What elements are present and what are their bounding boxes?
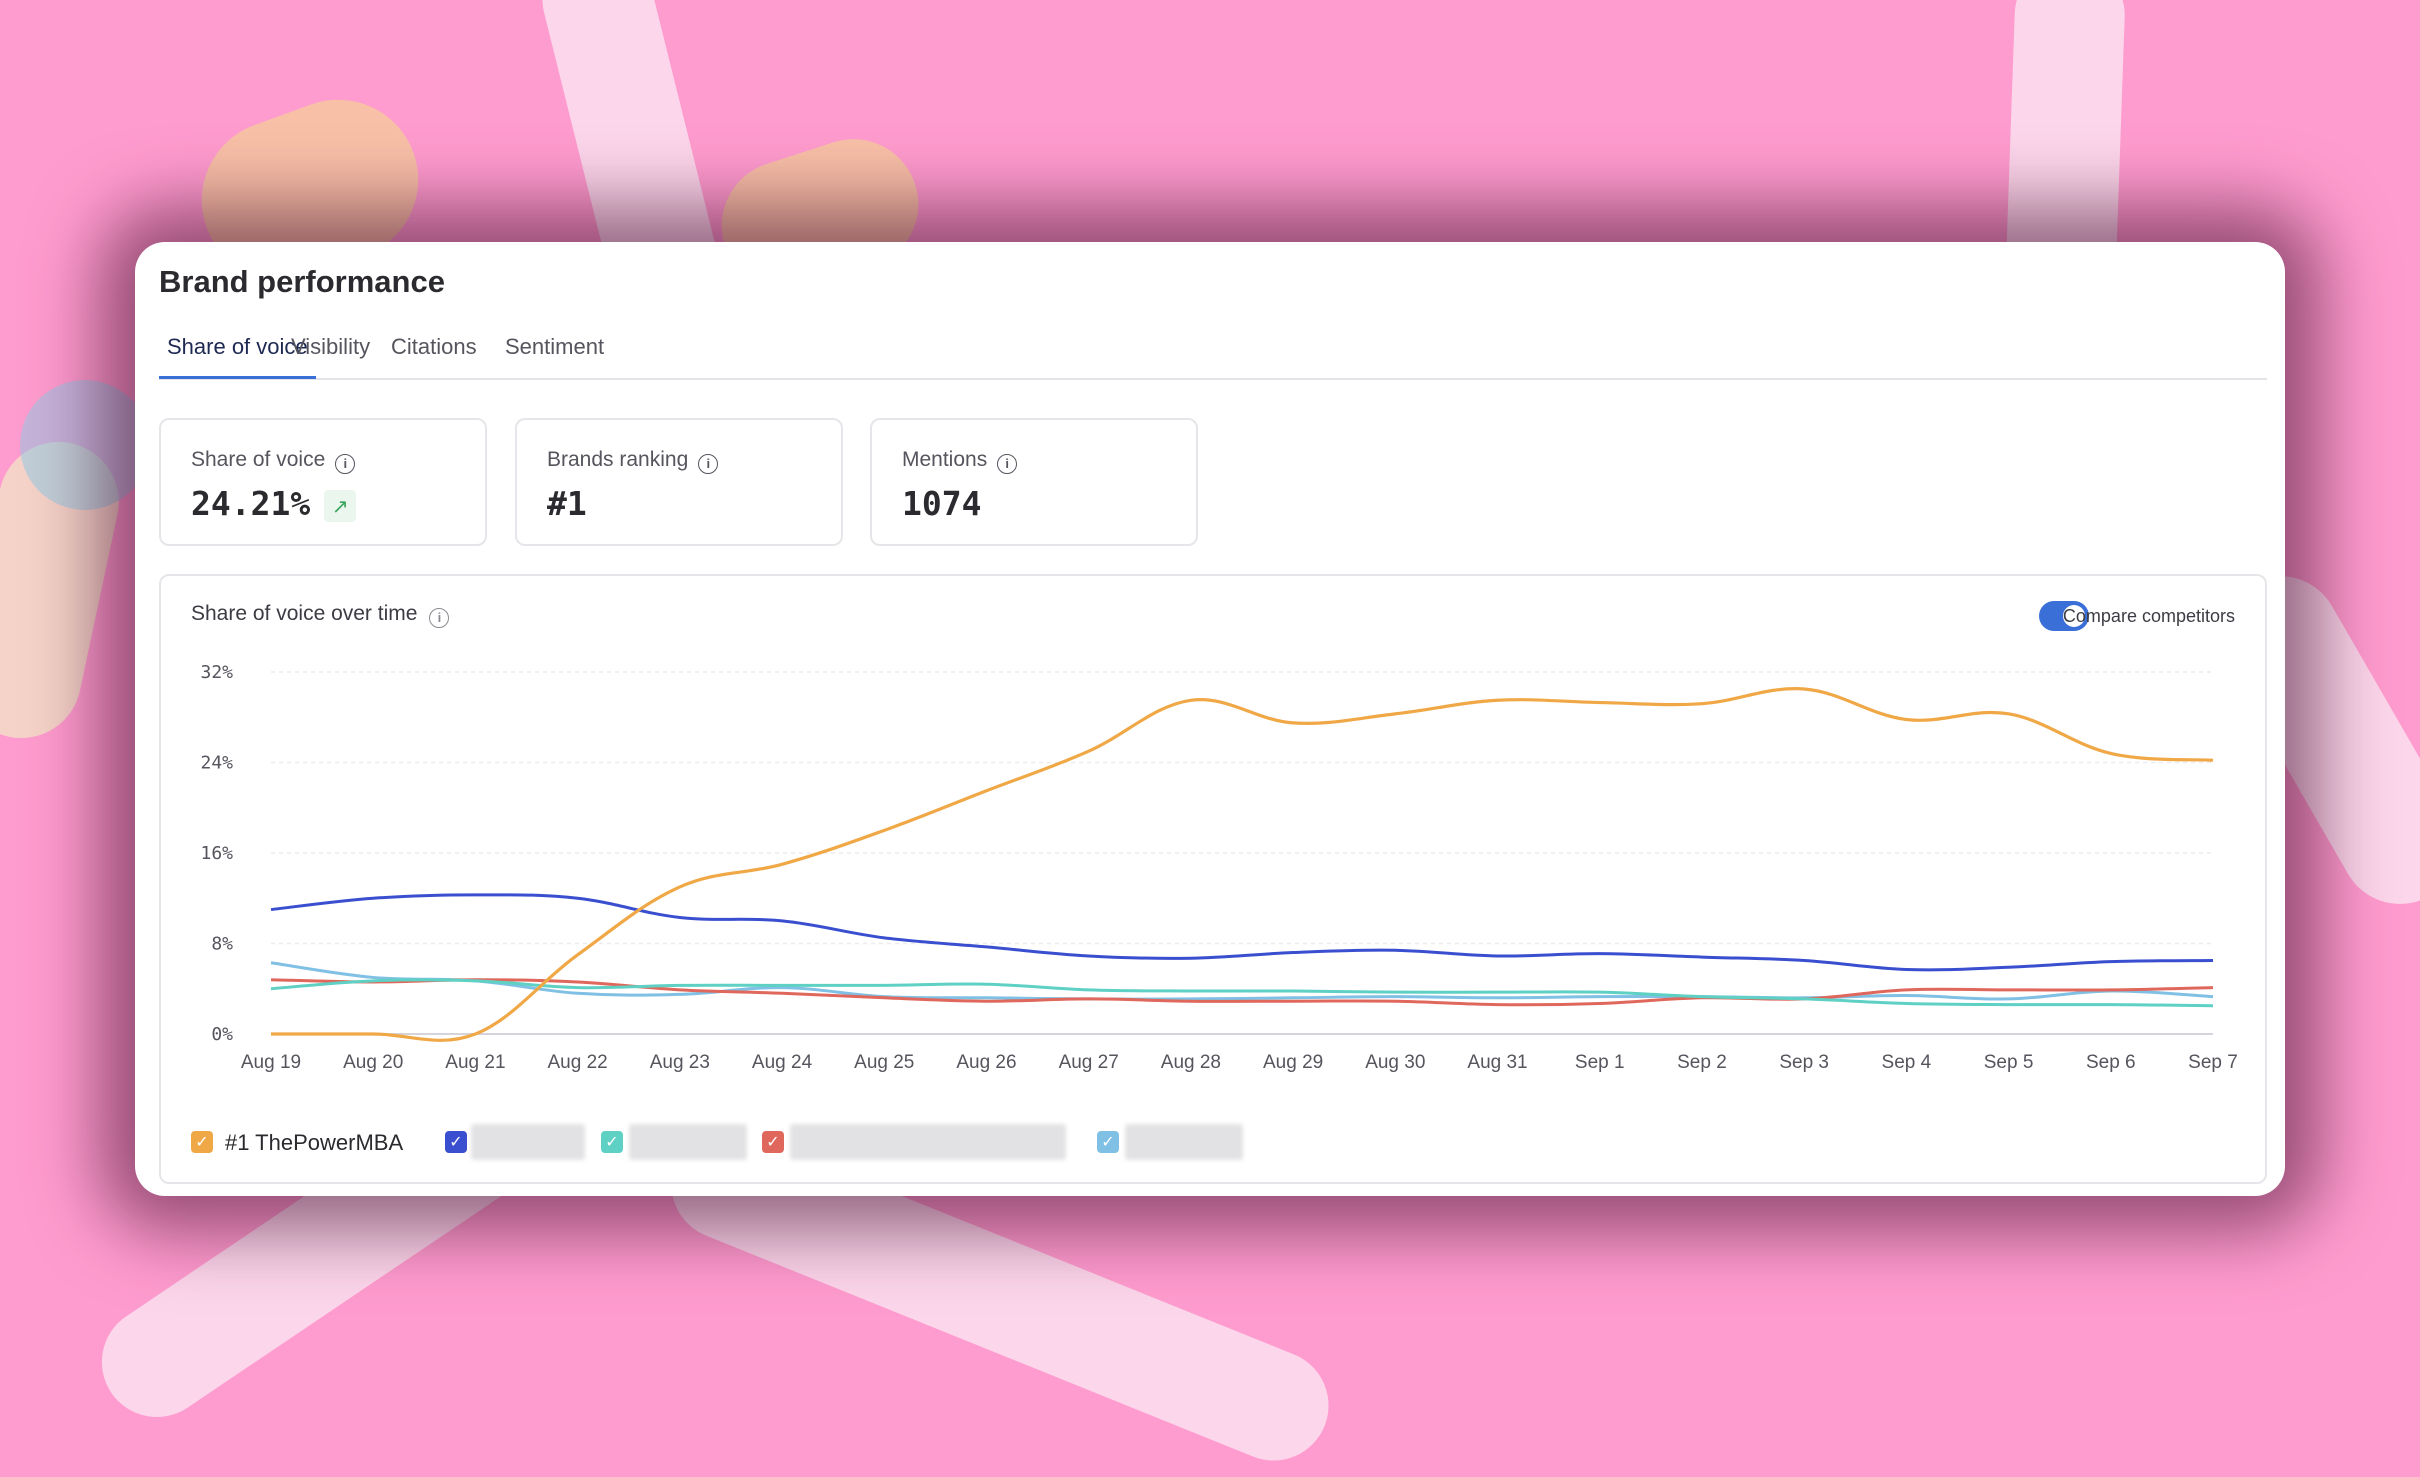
checkbox-icon[interactable]: ✓ [191, 1131, 213, 1153]
x-tick-label: Aug 22 [548, 1052, 608, 1073]
x-tick-label: Aug 31 [1467, 1052, 1527, 1073]
x-tick-label: Aug 21 [445, 1052, 505, 1073]
panel-title: Brand performance [159, 264, 445, 299]
info-icon[interactable]: i [698, 454, 719, 474]
x-tick-label: Aug 23 [650, 1052, 710, 1073]
x-tick-label: Aug 24 [752, 1052, 813, 1073]
series-line-4[interactable] [270, 961, 2214, 1001]
checkbox-icon[interactable]: ✓ [762, 1131, 784, 1153]
compare-competitors-label: Compare competitors [2062, 606, 2235, 626]
line-chart: 0% 8% 16% 24% 32% Aug 19 Aug 20 Aug 21 Aug 22 Aug… [200, 662, 2238, 1073]
x-tick-label: Sep 6 [2086, 1052, 2136, 1073]
compare-competitors-toggle[interactable] [2039, 601, 2089, 631]
chart-title-text: Share of voice over time [191, 602, 418, 625]
x-tick-label: Aug 26 [956, 1052, 1016, 1073]
series-line-1[interactable] [270, 893, 2214, 972]
brand-performance-panel: Brand performance Share of voice Visibil… [135, 242, 2285, 1196]
x-tick-label: Sep 5 [1984, 1052, 2034, 1073]
tab-citations[interactable]: Citations [391, 334, 477, 359]
toggle-knob [2063, 605, 2085, 627]
x-tick-label: Aug 27 [1059, 1052, 1119, 1073]
kpi-label: Share of voice i [191, 448, 356, 474]
redacted-label [1125, 1124, 1243, 1160]
series-line-0[interactable] [270, 687, 2214, 1042]
kpi-label-text: Mentions [902, 448, 988, 471]
legend-label: #1 ThePowerMBA [225, 1130, 404, 1155]
chart-title: Share of voice over time i [191, 602, 450, 628]
tab-sentiment[interactable]: Sentiment [505, 334, 605, 359]
checkbox-icon[interactable]: ✓ [601, 1131, 623, 1153]
redacted-label [629, 1124, 747, 1160]
background-brush-stroke [20, 380, 150, 510]
kpi-label-text: Share of voice [191, 448, 326, 471]
checkbox-icon[interactable]: ✓ [445, 1131, 467, 1153]
kpi-card-brands-ranking: Brands ranking i #1 [515, 418, 843, 546]
x-tick-label: Aug 28 [1161, 1052, 1221, 1073]
x-tick-label: Sep 3 [1779, 1052, 1829, 1073]
checkbox-icon[interactable]: ✓ [1097, 1131, 1119, 1153]
series-line-3[interactable] [270, 978, 2214, 1007]
info-icon[interactable]: i [429, 608, 450, 628]
x-tick-label: Aug 30 [1365, 1052, 1425, 1073]
redacted-label [790, 1124, 1066, 1160]
kpi-card-mentions: Mentions i 1074 [870, 418, 1198, 546]
kpi-label: Brands ranking i [547, 448, 719, 474]
x-tick-label: Aug 20 [343, 1052, 403, 1073]
kpi-value-text: 24.21% [191, 484, 311, 523]
kpi-value: 1074 [902, 484, 982, 523]
kpi-value: 24.21% ↗ [191, 484, 357, 523]
redacted-label [471, 1124, 585, 1160]
x-tick-label: Sep 4 [1882, 1052, 1932, 1073]
share-of-voice-chart-card: Share of voice over time i Compare compet… [159, 574, 2267, 1184]
info-icon[interactable]: i [997, 454, 1018, 474]
kpi-label: Mentions i [902, 448, 1018, 474]
info-icon[interactable]: i [335, 454, 356, 474]
series-line-2[interactable] [270, 978, 2214, 1008]
x-tick-label: Sep 1 [1575, 1052, 1625, 1073]
x-tick-label: Aug 19 [241, 1052, 301, 1073]
x-tick-label: Sep 2 [1677, 1052, 1727, 1073]
arrow-up-right-icon: ↗ [324, 490, 357, 522]
kpi-value: #1 [547, 484, 587, 523]
y-tick-label: 32% [200, 662, 233, 683]
x-tick-label: Aug 29 [1263, 1052, 1323, 1073]
y-tick-label: 24% [200, 753, 233, 774]
tab-bar: Share of voice Visibility Citations Sent… [159, 328, 2267, 380]
x-tick-label: Aug 25 [854, 1052, 914, 1073]
kpi-card-share-of-voice: Share of voice i 24.21% ↗ [159, 418, 487, 546]
y-tick-label: 0% [211, 1024, 233, 1045]
tab-share-of-voice[interactable]: Share of voice [159, 328, 316, 379]
y-tick-label: 8% [211, 934, 233, 955]
kpi-label-text: Brands ranking [547, 448, 689, 471]
tab-visibility[interactable]: Visibility [291, 334, 371, 359]
x-tick-label: Sep 7 [2188, 1052, 2238, 1073]
y-tick-label: 16% [200, 843, 233, 864]
